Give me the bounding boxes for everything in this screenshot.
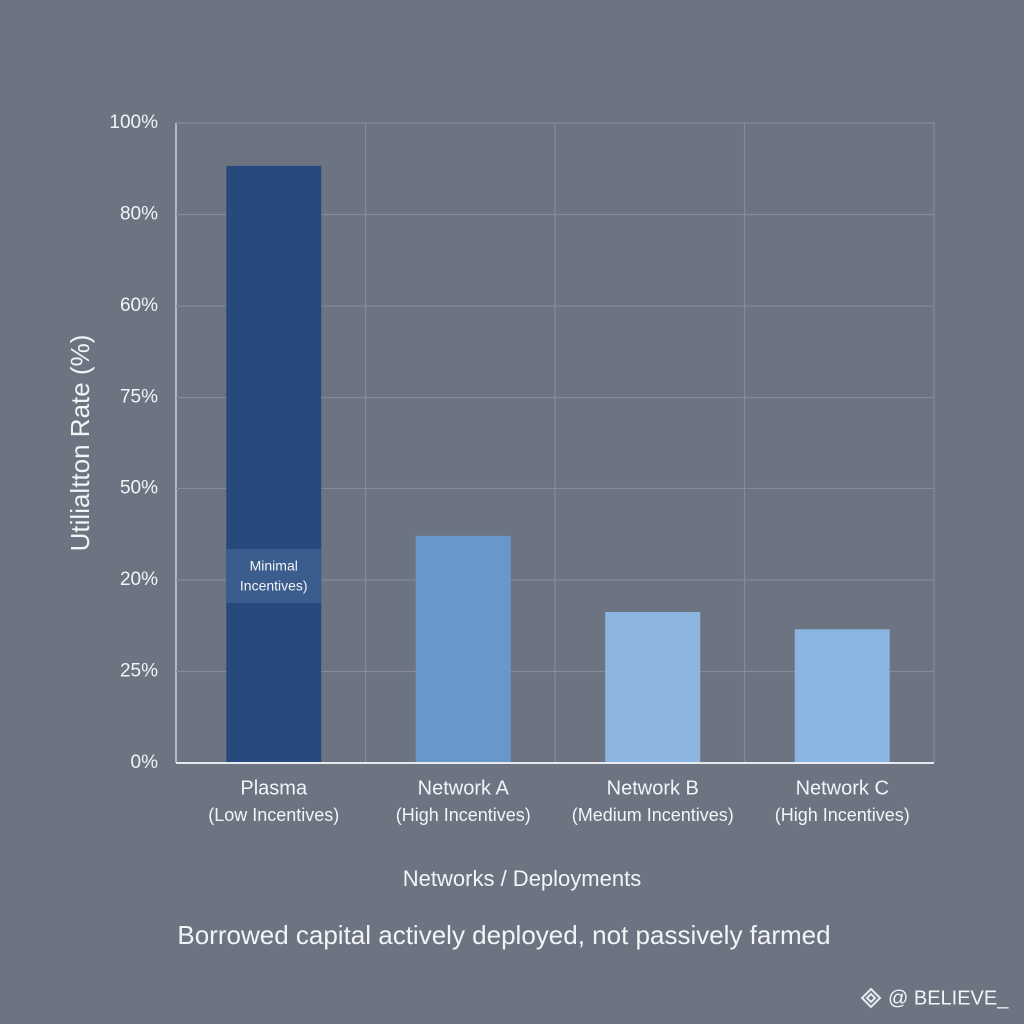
x-tick-label: (Low Incentives) (208, 805, 339, 825)
x-tick-label: Plasma (240, 777, 308, 799)
watermark-icon (860, 987, 882, 1009)
y-tick-label: 60% (120, 295, 158, 316)
y-tick-label: 25% (120, 660, 158, 681)
bar (794, 629, 890, 763)
bar (226, 165, 322, 763)
x-tick-label: (High Incentives) (396, 805, 531, 825)
annotation: Minimal (250, 558, 298, 574)
x-tick-label: Network C (796, 777, 889, 799)
x-tick-label: (High Incentives) (775, 805, 910, 825)
bar (605, 611, 701, 763)
caption: Borrowed capital actively deployed, not … (177, 920, 830, 950)
annotation-box (226, 549, 322, 603)
x-tick-label: (Medium Incentives) (572, 805, 734, 825)
y-tick-label: 20% (120, 569, 158, 590)
x-axis-label: Networks / Deployments (403, 866, 641, 891)
bar (415, 535, 511, 763)
y-tick-label: 50% (120, 477, 158, 498)
watermark: @ BELIEVE_ (888, 987, 1009, 1009)
y-tick-label: 75% (120, 387, 158, 408)
y-tick-label: 100% (109, 112, 158, 133)
x-tick-label: Network A (418, 777, 510, 799)
annotation: Incentives) (240, 578, 308, 594)
x-tick-label: Network B (607, 777, 699, 799)
y-tick-label: 0% (131, 752, 159, 773)
y-axis-label: Utilialtton Rate (%) (65, 335, 95, 552)
y-tick-label: 80% (120, 204, 158, 225)
